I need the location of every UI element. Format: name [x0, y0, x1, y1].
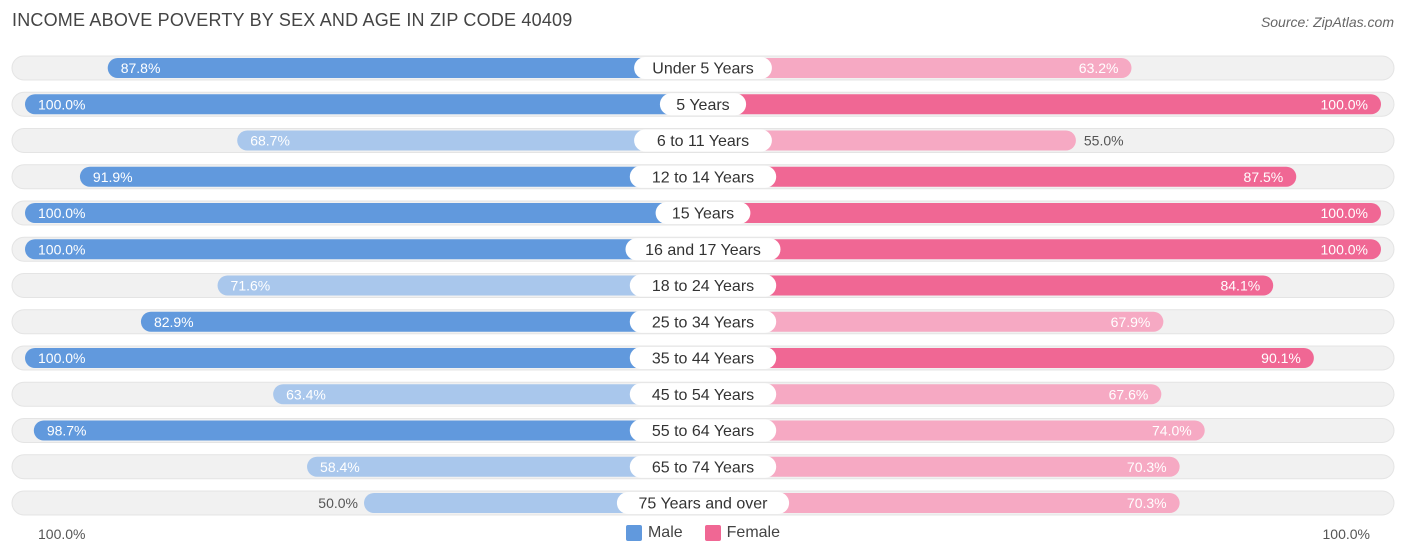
male-value-label-2: 100.0% — [38, 96, 85, 112]
female-value-label-8: 67.9% — [1111, 314, 1151, 330]
female-value-label-3: 55.0% — [1084, 133, 1124, 149]
female-bar-1 — [703, 58, 1132, 78]
category-pill-12 — [629, 455, 777, 478]
male-bar-2 — [25, 94, 703, 115]
male-bar-3 — [237, 130, 704, 151]
female-value-label-13: 70.3% — [1127, 495, 1167, 511]
category-pill-3 — [634, 129, 772, 152]
male-bar-11 — [33, 420, 703, 441]
female-value-label-2: 100.0% — [1321, 96, 1368, 112]
male-bar-7 — [217, 275, 703, 296]
chart-title: INCOME ABOVE POVERTY BY SEX AND AGE IN Z… — [12, 10, 573, 30]
female-value-label-4: 87.5% — [1244, 169, 1284, 185]
legend-swatch-male — [625, 525, 642, 541]
female-bar-10 — [703, 384, 1162, 405]
female-bar-4 — [703, 166, 1297, 187]
category-label-11: 55 to 64 Years — [652, 423, 754, 440]
female-value-label-12: 70.3% — [1127, 459, 1167, 475]
male-value-label-5: 100.0% — [38, 205, 85, 221]
category-label-4: 12 to 14 Years — [652, 169, 754, 186]
category-label-2: 5 Years — [676, 97, 729, 114]
female-value-label-9: 90.1% — [1261, 350, 1301, 366]
category-label-1: Under 5 Years — [652, 61, 753, 78]
female-bar-7 — [703, 275, 1274, 296]
category-label-9: 35 to 44 Years — [652, 351, 754, 368]
legend-label-male: Male — [647, 524, 683, 541]
category-pill-2 — [659, 93, 747, 116]
male-bar-1 — [107, 58, 703, 78]
male-bar-5 — [25, 203, 703, 223]
female-bar-13 — [703, 493, 1180, 513]
category-label-10: 45 to 54 Years — [652, 387, 754, 404]
axis-left-label: 100.0% — [38, 526, 86, 542]
category-pill-9 — [629, 347, 777, 369]
female-bar-6 — [703, 239, 1381, 260]
category-label-12: 65 to 74 Years — [652, 459, 754, 476]
male-value-label-9: 100.0% — [38, 350, 85, 366]
category-label-3: 6 to 11 Years — [657, 133, 749, 150]
female-value-label-7: 84.1% — [1220, 278, 1260, 294]
female-value-label-1: 63.2% — [1079, 60, 1119, 76]
legend: Male Female — [0, 524, 1406, 542]
male-value-label-4: 91.9% — [93, 169, 133, 185]
category-pill-10 — [629, 383, 777, 406]
chart-canvas: 87.8% 63.2% Under 5 Years 100.0% 100.0% 5 Yea… — [11, 55, 1395, 516]
male-bar-9 — [25, 348, 703, 368]
category-label-7: 18 to 24 Years — [652, 278, 754, 295]
male-bar-6 — [25, 239, 703, 260]
category-pill-4 — [629, 165, 777, 188]
female-bar-8 — [703, 311, 1164, 332]
male-bar-12 — [307, 456, 703, 477]
category-label-13: 75 Years and over — [639, 496, 769, 513]
male-bar-10 — [273, 384, 703, 405]
female-bar-11 — [703, 420, 1205, 441]
female-value-label-11: 74.0% — [1152, 423, 1192, 439]
male-value-label-10: 63.4% — [286, 386, 326, 402]
legend-item-male: Male — [625, 524, 683, 542]
male-value-label-8: 82.9% — [154, 314, 194, 330]
female-value-label-5: 100.0% — [1321, 205, 1368, 221]
category-pill-1 — [634, 57, 772, 79]
male-value-label-12: 58.4% — [320, 459, 360, 475]
legend-item-female: Female — [704, 524, 781, 542]
category-pill-13 — [616, 492, 790, 514]
category-pill-5 — [655, 202, 751, 224]
male-bar-8 — [140, 311, 704, 332]
category-pill-11 — [629, 419, 777, 442]
female-bar-3 — [703, 130, 1076, 151]
male-value-label-3: 68.7% — [250, 133, 290, 149]
legend-label-female: Female — [726, 524, 781, 541]
female-bar-9 — [703, 348, 1314, 368]
category-label-6: 16 and 17 Years — [645, 242, 761, 259]
male-value-label-1: 87.8% — [121, 60, 161, 76]
category-label-5: 15 Years — [672, 206, 734, 223]
category-pill-7 — [629, 274, 777, 297]
female-bar-5 — [703, 203, 1381, 223]
legend-swatch-female — [704, 525, 721, 541]
category-pill-6 — [625, 238, 781, 261]
female-value-label-10: 67.6% — [1109, 386, 1149, 402]
category-label-8: 25 to 34 Years — [652, 314, 754, 331]
male-value-label-7: 71.6% — [231, 278, 271, 294]
axis-right-label: 100.0% — [1322, 526, 1370, 542]
female-bar-2 — [703, 94, 1381, 115]
male-value-label-11: 98.7% — [47, 423, 87, 439]
category-pill-8 — [629, 310, 777, 333]
male-value-label-6: 100.0% — [38, 241, 85, 257]
female-bar-12 — [703, 456, 1180, 477]
female-value-label-6: 100.0% — [1321, 241, 1368, 257]
male-value-label-13: 50.0% — [318, 495, 358, 511]
source-credit: Source: ZipAtlas.com — [1260, 14, 1394, 30]
male-bar-4 — [79, 166, 704, 187]
